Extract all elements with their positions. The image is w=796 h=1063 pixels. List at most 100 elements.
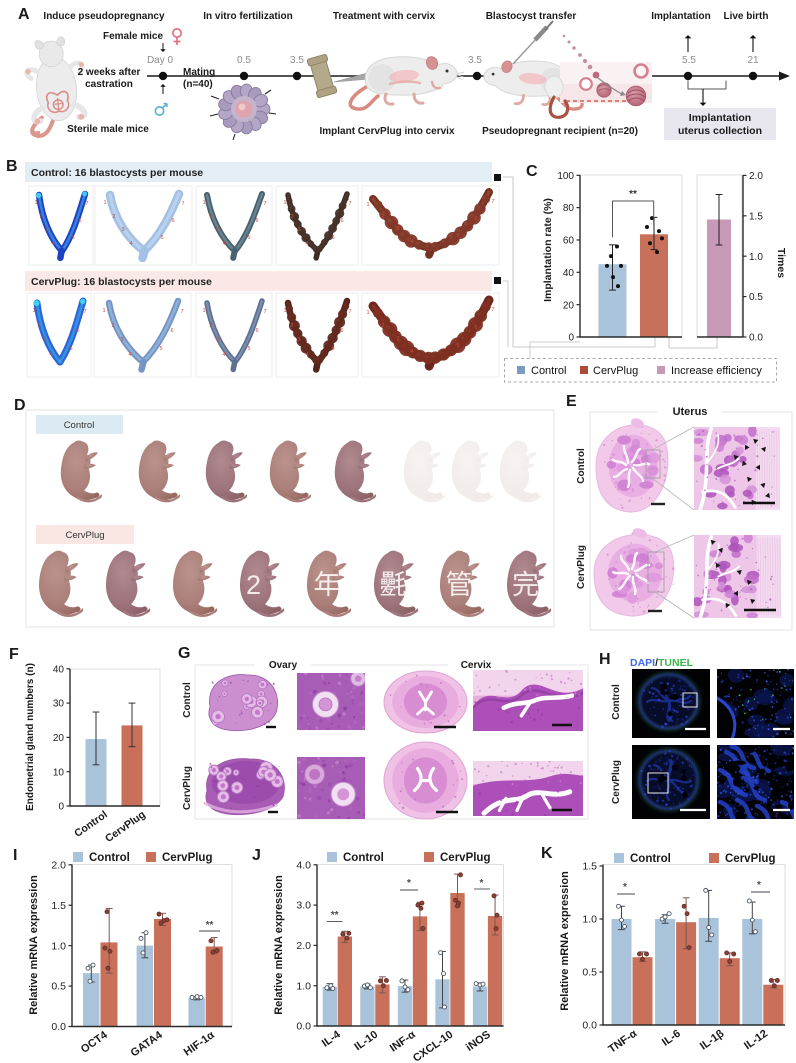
svg-text:1.5: 1.5 <box>749 211 763 222</box>
svg-text:60: 60 <box>563 236 575 247</box>
svg-text:iNOS: iNOS <box>464 1029 493 1054</box>
svg-text:4: 4 <box>129 241 132 247</box>
svg-text:IL-4: IL-4 <box>320 1028 344 1050</box>
svg-text:6: 6 <box>474 325 477 331</box>
svg-text:3: 3 <box>43 337 46 343</box>
svg-text:0.0: 0.0 <box>749 333 763 344</box>
svg-text:1: 1 <box>103 200 106 206</box>
svg-text:Mating: Mating <box>183 67 215 78</box>
svg-text:Increase efficiency: Increase efficiency <box>671 365 762 377</box>
svg-text:Implantation: Implantation <box>689 112 751 124</box>
svg-text:1.5: 1.5 <box>51 900 66 912</box>
svg-text:1: 1 <box>202 308 205 314</box>
svg-text:2: 2 <box>209 323 212 329</box>
svg-text:0: 0 <box>568 333 574 344</box>
svg-text:I: I <box>13 847 17 864</box>
svg-text:Control: Control <box>89 852 130 864</box>
svg-text:2: 2 <box>381 323 384 329</box>
svg-text:Treatment with cervix: Treatment with cervix <box>333 11 436 22</box>
svg-text:5: 5 <box>331 346 334 352</box>
svg-text:Sterile male mice: Sterile male mice <box>67 124 149 135</box>
svg-text:(n=40): (n=40) <box>183 79 213 90</box>
svg-text:IL-10: IL-10 <box>352 1029 380 1054</box>
svg-text:0.5: 0.5 <box>582 967 597 979</box>
svg-text:HIF-1α: HIF-1α <box>182 1029 217 1059</box>
svg-text:2: 2 <box>39 214 42 220</box>
svg-text:5: 5 <box>159 346 162 352</box>
svg-text:Control: 16 blastocysts per mo: Control: 16 blastocysts per mouse <box>31 167 203 179</box>
svg-text:1.0: 1.0 <box>749 252 763 263</box>
svg-text:100: 100 <box>557 171 574 182</box>
svg-text:7: 7 <box>348 201 351 207</box>
svg-text:Female mice: Female mice <box>103 31 163 42</box>
svg-text:2: 2 <box>290 214 293 220</box>
svg-text:4: 4 <box>222 241 225 247</box>
svg-text:2: 2 <box>37 323 40 329</box>
svg-text:CervPlug: CervPlug <box>103 809 148 845</box>
svg-text:Cervix: Cervix <box>461 660 492 671</box>
svg-text:**: ** <box>206 920 214 931</box>
svg-text:*: * <box>757 880 761 891</box>
svg-text:B: B <box>6 158 18 175</box>
svg-text:IL-6: IL-6 <box>660 1028 683 1049</box>
svg-text:5.5: 5.5 <box>682 55 696 66</box>
svg-text:0: 0 <box>58 802 64 813</box>
svg-text:3: 3 <box>297 227 300 233</box>
svg-text:3.5: 3.5 <box>290 55 304 66</box>
svg-text:3.5: 3.5 <box>468 55 482 66</box>
svg-text:0.0: 0.0 <box>296 1021 311 1033</box>
svg-text:Induce pseudopregnancy: Induce pseudopregnancy <box>43 11 165 22</box>
svg-text:Control: Control <box>630 853 671 865</box>
svg-text:5: 5 <box>160 235 163 241</box>
svg-text:INF-α: INF-α <box>388 1028 418 1054</box>
svg-text:Day 0: Day 0 <box>147 55 174 66</box>
svg-text:3: 3 <box>216 227 219 233</box>
svg-text:0.0: 0.0 <box>51 1021 66 1033</box>
svg-text:1.5: 1.5 <box>582 861 597 873</box>
svg-text:IL-12: IL-12 <box>742 1028 770 1053</box>
svg-text:7: 7 <box>491 307 494 313</box>
svg-text:CervPlug: CervPlug <box>162 852 213 864</box>
svg-text:CervPlug: CervPlug <box>576 545 587 589</box>
svg-text:2.0: 2.0 <box>296 940 311 952</box>
svg-text:CervPlug: CervPlug <box>440 852 491 864</box>
svg-text:4: 4 <box>410 349 413 355</box>
svg-text:Relative mRNA expression: Relative mRNA expression <box>28 875 40 1015</box>
svg-text:Endometrial gland numbers (n): Endometrial gland numbers (n) <box>25 663 36 811</box>
svg-text:Implantation rate (%): Implantation rate (%) <box>542 198 554 302</box>
svg-text:1: 1 <box>283 308 286 314</box>
svg-text:4.0: 4.0 <box>296 859 311 871</box>
svg-text:6: 6 <box>78 218 81 224</box>
svg-text:Live birth: Live birth <box>723 11 768 22</box>
svg-text:3: 3 <box>297 337 300 343</box>
svg-text:7: 7 <box>83 309 86 315</box>
svg-text:1: 1 <box>283 200 286 206</box>
svg-text:7: 7 <box>85 201 88 207</box>
svg-text:6: 6 <box>255 218 258 224</box>
svg-text:7: 7 <box>348 309 351 315</box>
svg-text:1: 1 <box>366 202 369 208</box>
svg-text:H: H <box>599 651 611 668</box>
svg-text:3: 3 <box>396 336 399 342</box>
svg-text:6: 6 <box>255 328 258 334</box>
svg-text:1.0: 1.0 <box>51 940 66 952</box>
svg-text:7: 7 <box>263 309 266 315</box>
svg-text:5: 5 <box>456 343 459 349</box>
svg-text:1.0: 1.0 <box>296 980 311 992</box>
svg-text:In vitro fertilization: In vitro fertilization <box>203 11 292 22</box>
svg-text:GATA4: GATA4 <box>129 1029 166 1060</box>
svg-text:2: 2 <box>290 323 293 329</box>
svg-text:CervPlug: CervPlug <box>725 853 776 865</box>
svg-text:3: 3 <box>396 226 399 232</box>
svg-text:DAPI/TUNEL: DAPI/TUNEL <box>630 657 694 669</box>
svg-text:castration: castration <box>85 79 133 90</box>
svg-text:1.0: 1.0 <box>582 914 597 926</box>
svg-text:5: 5 <box>247 235 250 241</box>
svg-text:Relative mRNA expression: Relative mRNA expression <box>273 875 285 1015</box>
svg-text:3: 3 <box>121 227 124 233</box>
svg-text:6: 6 <box>340 218 343 224</box>
svg-text:Implantation: Implantation <box>651 11 710 22</box>
svg-text:Control: Control <box>531 365 566 377</box>
svg-text:1: 1 <box>202 200 205 206</box>
svg-text:6: 6 <box>474 216 477 222</box>
